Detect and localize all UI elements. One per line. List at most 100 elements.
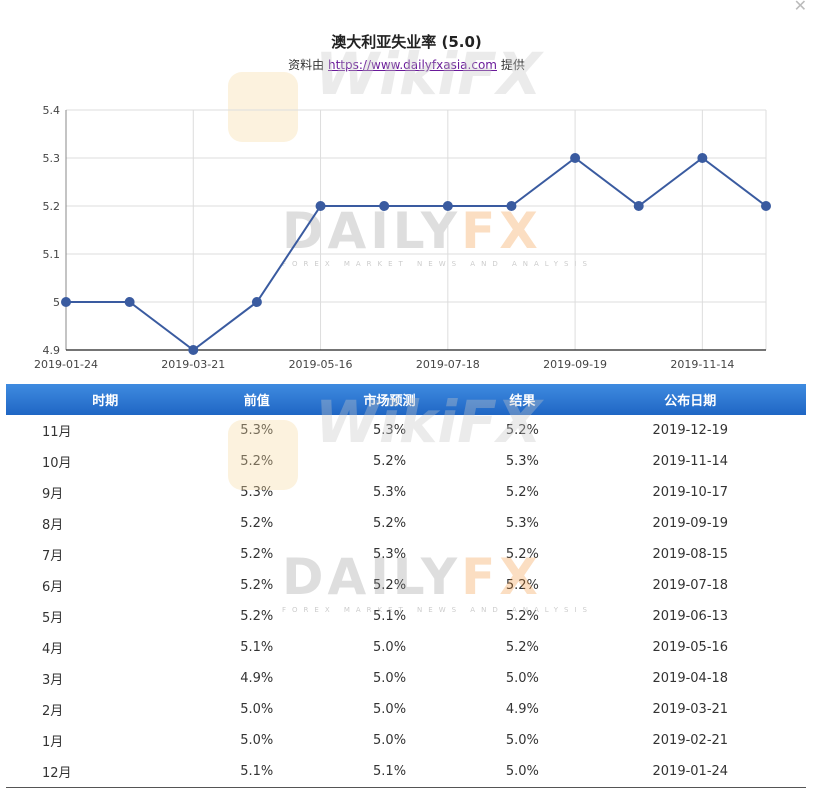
x-tick-label: 2019-05-16 — [289, 358, 353, 371]
table-cell: 5.2% — [373, 578, 407, 593]
table-cell: 5.1% — [240, 640, 274, 655]
table-cell: 5.2% — [505, 609, 539, 624]
x-tick-label: 2019-03-21 — [161, 358, 225, 371]
data-point — [124, 297, 135, 307]
x-tick-label: 2019-11-14 — [670, 358, 734, 371]
table-cell: 5.2% — [373, 454, 407, 469]
table-cell: 5.1% — [308, 756, 471, 788]
data-point — [633, 201, 644, 211]
table-cell: 5.0% — [505, 671, 539, 686]
table-cell: 5.2% — [240, 454, 274, 469]
table-cell: 2019-02-21 — [652, 733, 729, 748]
table-cell: 2019-11-14 — [652, 454, 729, 469]
source-suffix: 提供 — [500, 58, 525, 72]
data-point — [251, 297, 262, 307]
table-cell: 5.3% — [240, 423, 274, 438]
y-tick-label: 5.2 — [43, 200, 61, 213]
table-cell: 5.2% — [240, 609, 274, 624]
table-cell: 1月 — [42, 735, 64, 750]
y-tick-label: 4.9 — [43, 344, 61, 357]
table-cell: 8月 — [42, 518, 64, 533]
table-cell: 5.1% — [204, 756, 309, 788]
table-cell: 5.2% — [505, 423, 539, 438]
y-tick-label: 5.1 — [43, 248, 61, 261]
table-cell: 5.3% — [373, 547, 407, 562]
data-point — [315, 201, 326, 211]
data-point — [761, 201, 771, 211]
table-cell: 5.0% — [373, 640, 407, 655]
data-point — [506, 201, 517, 211]
data-point — [61, 297, 71, 307]
table-cell: 5.2% — [240, 578, 274, 593]
table-cell: 5.1% — [373, 609, 407, 624]
table-row: 5月 5.2% 5.1% 5.2% 2019-06-13 — [6, 601, 806, 632]
source-prefix: 资料由 — [288, 58, 325, 72]
table-row: 8月 5.2% 5.2% 5.3% 2019-09-19 — [6, 508, 806, 539]
column-header: 时期 — [6, 384, 205, 415]
table-cell: 2019-09-19 — [652, 516, 729, 531]
column-header: 结果 — [470, 384, 575, 415]
table-header-row: 时期 前值 市场预测 结果 公布日期 — [6, 384, 806, 415]
table-row: 3月 4.9% 5.0% 5.0% 2019-04-18 — [6, 663, 806, 694]
table-cell: 4.9% — [240, 671, 274, 686]
table-cell: 5.3% — [373, 423, 407, 438]
data-point — [570, 153, 581, 163]
table-cell: 5.0% — [373, 733, 407, 748]
table-cell: 9月 — [42, 487, 64, 502]
table-cell: 2019-04-18 — [652, 671, 729, 686]
table-row: 6月 5.2% 5.2% 5.2% 2019-07-18 — [6, 570, 806, 601]
table-cell: 5.2% — [240, 516, 274, 531]
column-header: 前值 — [204, 384, 309, 415]
table-row: 12月 5.1% 5.1% 5.0% 2019-01-24 — [6, 756, 806, 788]
table-row: 2月 5.0% 5.0% 4.9% 2019-03-21 — [6, 694, 806, 725]
table-cell: 5.3% — [240, 485, 274, 500]
data-table: 时期 前值 市场预测 结果 公布日期 11月 5.3% 5.3% 5.2% 2019-12-19… — [6, 384, 806, 788]
data-point — [697, 153, 708, 163]
table-cell: 2019-10-17 — [652, 485, 729, 500]
data-point — [188, 345, 199, 355]
y-tick-label: 5.3 — [43, 152, 61, 165]
table-cell: 5.0% — [240, 702, 274, 717]
chart-tick-labels: 4.9 5 5.1 5.2 5.3 5.4 2019-01-24 2019-03-21 2019… — [34, 104, 734, 371]
y-tick-label: 5.4 — [43, 104, 61, 117]
table-cell: 4.9% — [505, 702, 539, 717]
table-cell: 5.2% — [505, 485, 539, 500]
table-cell: 5.3% — [373, 485, 407, 500]
table-row: 4月 5.1% 5.0% 5.2% 2019-05-16 — [6, 632, 806, 663]
chart-title: 澳大利亚失业率 (5.0) — [331, 33, 482, 51]
close-icon[interactable]: ✕ — [793, 0, 807, 15]
table-cell: 2019-06-13 — [652, 609, 729, 624]
x-tick-label: 2019-01-24 — [34, 358, 98, 371]
chart-series — [61, 153, 771, 355]
column-header: 公布日期 — [574, 384, 806, 415]
table-cell: 5.0% — [373, 671, 407, 686]
table-row: 7月 5.2% 5.3% 5.2% 2019-08-15 — [6, 539, 806, 570]
chart-grid — [65, 109, 767, 351]
table-cell: 7月 — [42, 549, 64, 564]
table-cell: 12月 — [6, 756, 205, 788]
table-cell: 2019-01-24 — [574, 756, 806, 788]
table-cell: 5.2% — [505, 640, 539, 655]
table-cell: 5月 — [42, 611, 64, 626]
table-cell: 2019-05-16 — [652, 640, 729, 655]
table-cell: 5.0% — [240, 733, 274, 748]
x-tick-label: 2019-09-19 — [543, 358, 607, 371]
source-link[interactable]: https://www.dailyfxasia.com — [328, 58, 497, 72]
table-cell: 6月 — [42, 580, 64, 595]
table-cell: 5.2% — [373, 516, 407, 531]
table-cell: 5.3% — [505, 454, 539, 469]
table-body: 11月 5.3% 5.3% 5.2% 2019-12-19 10月 5.2% 5.2% 5.3%… — [6, 415, 806, 788]
table-cell: 5.2% — [505, 547, 539, 562]
data-point — [379, 201, 390, 211]
table-cell: 3月 — [42, 673, 64, 688]
table-cell: 2019-03-21 — [652, 702, 729, 717]
table-row: 9月 5.3% 5.3% 5.2% 2019-10-17 — [6, 477, 806, 508]
table-row: 11月 5.3% 5.3% 5.2% 2019-12-19 — [6, 415, 806, 446]
data-point — [442, 201, 453, 211]
table-row: 1月 5.0% 5.0% 5.0% 2019-02-21 — [6, 725, 806, 756]
x-tick-label: 2019-07-18 — [416, 358, 480, 371]
table-cell: 5.2% — [240, 547, 274, 562]
column-header: 市场预测 — [308, 384, 471, 415]
table-row: 10月 5.2% 5.2% 5.3% 2019-11-14 — [6, 446, 806, 477]
table-cell: 10月 — [42, 456, 72, 471]
